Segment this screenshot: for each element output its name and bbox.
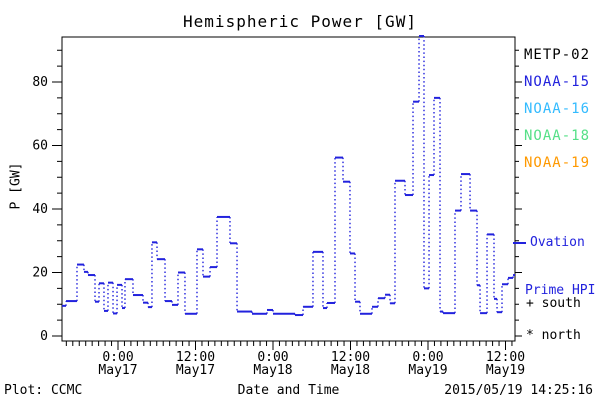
ovation-legend: Ovation Prime HPI bbox=[513, 203, 595, 331]
south-label: south bbox=[541, 296, 581, 311]
north-marker-legend: * north bbox=[526, 328, 581, 343]
y-axis-tick-label: 40 bbox=[32, 202, 48, 217]
x-axis-tick-time-label: 12:00 bbox=[176, 350, 215, 365]
x-axis-tick-date-label: May17 bbox=[98, 363, 137, 378]
x-axis-label: Date and Time bbox=[237, 383, 340, 398]
legend-item-noaa-18: NOAA-18 bbox=[524, 128, 591, 144]
x-axis-tick-date-label: May18 bbox=[331, 363, 370, 378]
x-axis-tick-time-label: 12:00 bbox=[486, 350, 525, 365]
x-axis-tick-time-label: 0:00 bbox=[102, 350, 133, 365]
x-axis-tick-time-label: 12:00 bbox=[331, 350, 370, 365]
legend-item-noaa-16: NOAA-16 bbox=[524, 101, 591, 117]
x-axis-tick-date-label: May17 bbox=[176, 363, 215, 378]
y-axis-tick-label: 20 bbox=[32, 266, 48, 281]
plot-timestamp: 2015/05/19 14:25:16 bbox=[444, 383, 593, 398]
south-marker-legend: + south bbox=[526, 296, 581, 311]
line-style-sample-icon bbox=[513, 241, 526, 244]
legend-item-metp-02: METP-02 bbox=[524, 47, 591, 63]
y-axis-tick-label: 80 bbox=[32, 75, 48, 90]
ovation-legend-line2: Prime HPI bbox=[525, 283, 596, 298]
x-axis-tick-time-label: 0:00 bbox=[257, 350, 288, 365]
x-axis-tick-time-label: 0:00 bbox=[412, 350, 443, 365]
chart-title: Hemispheric Power [GW] bbox=[183, 12, 417, 31]
plot-frame bbox=[61, 36, 516, 342]
north-label: north bbox=[541, 328, 581, 343]
plus-symbol-icon: + bbox=[526, 296, 534, 311]
legend-item-noaa-19: NOAA-19 bbox=[524, 155, 591, 171]
x-axis-tick-date-label: May19 bbox=[408, 363, 447, 378]
ovation-legend-line1: Ovation bbox=[530, 235, 585, 250]
legend-item-noaa-15: NOAA-15 bbox=[524, 74, 591, 90]
y-axis-tick-label: 0 bbox=[40, 329, 48, 344]
plot-source-label: Plot: CCMC bbox=[4, 383, 83, 398]
x-axis-tick-date-label: May19 bbox=[486, 363, 525, 378]
asterisk-symbol-icon: * bbox=[526, 328, 534, 343]
satellite-legend: METP-02 NOAA-15 NOAA-16 NOAA-18 NOAA-19 bbox=[524, 42, 590, 177]
y-axis-tick-label: 60 bbox=[32, 139, 48, 154]
x-axis-tick-date-label: May18 bbox=[253, 363, 292, 378]
